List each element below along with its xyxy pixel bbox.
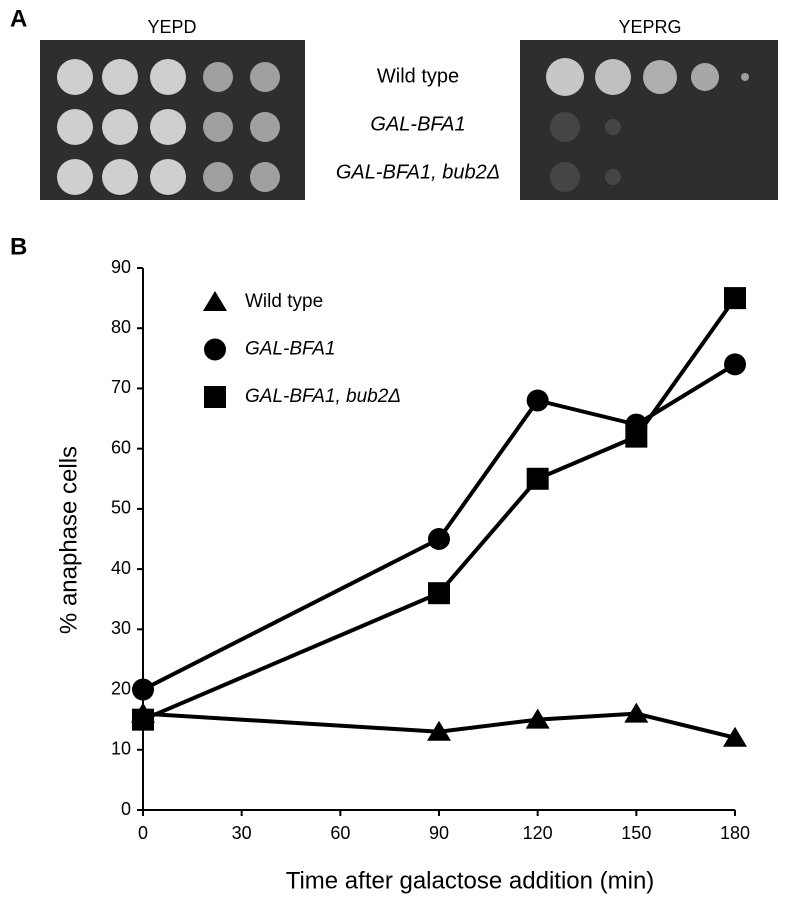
legend-marker: [204, 386, 226, 408]
x-tick-label: 180: [720, 823, 750, 843]
marker: [428, 582, 450, 605]
strain-label: Wild type: [377, 65, 459, 87]
colony: [203, 62, 233, 92]
y-tick-label: 20: [111, 678, 131, 698]
x-axis-title: Time after galactose addition (min): [286, 867, 655, 894]
colony: [250, 162, 280, 192]
strain-label: GAL-BFA1, bub2Δ: [336, 161, 500, 183]
colony: [102, 159, 138, 195]
y-tick-label: 50: [111, 498, 131, 518]
marker: [132, 708, 154, 731]
plate-label: YEPRG: [618, 17, 681, 37]
plate-label: YEPD: [147, 17, 196, 37]
strain-label: GAL-BFA1: [370, 113, 465, 135]
marker: [428, 528, 450, 550]
colony: [102, 59, 138, 95]
colony: [550, 162, 580, 192]
colony: [691, 63, 719, 91]
marker: [723, 726, 747, 747]
colony: [546, 58, 584, 96]
legend-label: GAL-BFA1: [245, 339, 335, 360]
colony: [150, 59, 186, 95]
y-tick-label: 40: [111, 558, 131, 578]
colony: [203, 112, 233, 142]
colony: [57, 109, 93, 145]
colony: [741, 73, 749, 81]
x-tick-label: 150: [621, 823, 651, 843]
y-tick-label: 70: [111, 377, 131, 397]
series-line: [142, 296, 737, 722]
marker: [525, 708, 550, 729]
x-tick-label: 120: [523, 823, 553, 843]
colony: [57, 159, 93, 195]
marker: [724, 353, 746, 376]
panel-label: A: [10, 5, 27, 32]
colony: [250, 62, 280, 92]
marker: [526, 389, 549, 412]
marker: [427, 720, 451, 741]
legend-label: GAL-BFA1, bub2Δ: [245, 386, 401, 407]
y-tick-label: 30: [111, 618, 131, 638]
y-tick-label: 60: [111, 437, 131, 457]
y-tick-label: 90: [111, 257, 131, 277]
series-line: [142, 362, 737, 692]
marker: [625, 425, 648, 448]
marker: [624, 702, 649, 723]
colony: [643, 60, 677, 94]
marker: [132, 678, 154, 701]
colony: [250, 112, 280, 142]
colony: [595, 59, 631, 95]
x-tick-label: 30: [232, 823, 252, 843]
marker: [724, 287, 746, 310]
colony: [102, 109, 138, 145]
y-tick-label: 10: [111, 739, 131, 759]
colony: [150, 109, 186, 145]
legend-marker: [203, 291, 227, 311]
legend-label: Wild type: [245, 291, 323, 312]
colony: [605, 119, 621, 135]
y-tick-label: 80: [111, 317, 131, 337]
y-tick-label: 0: [121, 799, 131, 819]
legend-marker: [204, 338, 226, 361]
x-tick-label: 0: [138, 823, 148, 843]
colony: [150, 159, 186, 195]
x-tick-label: 90: [429, 823, 449, 843]
colonies: [57, 58, 749, 195]
colony: [203, 162, 233, 192]
x-tick-label: 60: [330, 823, 350, 843]
colony: [605, 169, 621, 185]
y-axis-title: % anaphase cells: [55, 446, 82, 634]
colony: [550, 112, 580, 142]
marker: [526, 467, 549, 490]
panel-label: B: [10, 233, 27, 260]
colony: [57, 59, 93, 95]
